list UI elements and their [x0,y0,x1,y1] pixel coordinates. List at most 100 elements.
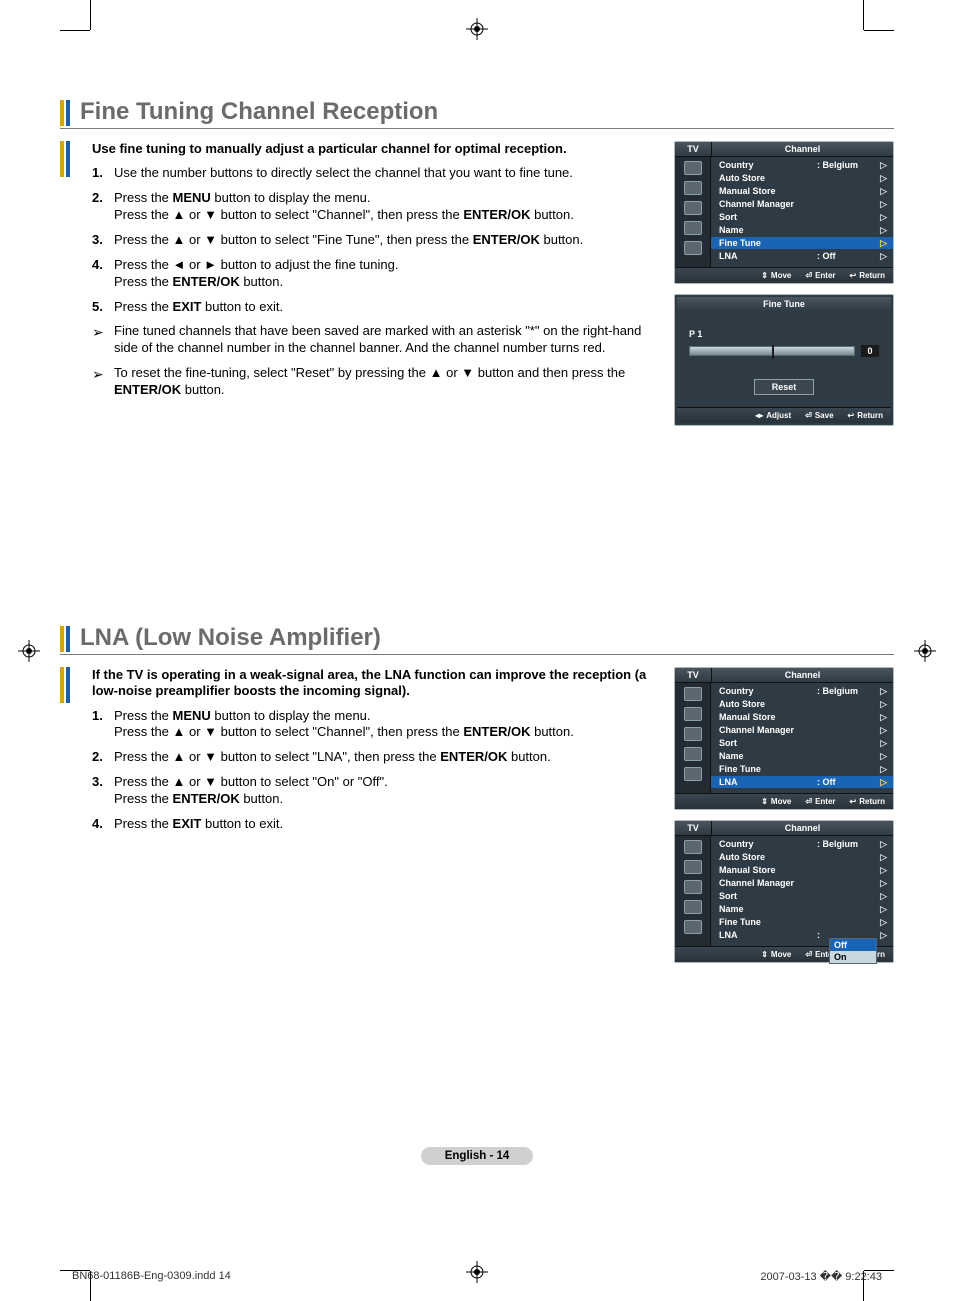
step-item: 1.Use the number buttons to directly sel… [92,165,656,182]
menu-row: Country : Belgium ▷ [719,159,887,171]
print-metadata: BN68-01186B-Eng-0309.indd 14 2007-03-13 … [72,1270,882,1283]
menu-label: Manual Store [719,712,817,722]
step-text: Press the ◄ or ► button to adjust the fi… [114,257,656,291]
title-accent-bars [60,100,70,126]
menu-row: Manual Store ▷ [719,711,887,723]
section-title-row: LNA (Low Noise Amplifier) [60,624,894,655]
section-title: LNA (Low Noise Amplifier) [80,624,381,652]
chevron-right-icon: ▷ [877,930,887,941]
page-footer: English - 14 [60,1146,894,1165]
menu-row: LNA : Off ▷ [719,250,887,262]
registration-mark-icon [466,18,488,40]
ft-reset-button: Reset [754,379,814,395]
chevron-right-icon: ▷ [877,904,887,915]
osd-items: Country : Belgium ▷ Auto Store ▷ Manual … [711,836,893,946]
steps-list: 1.Use the number buttons to directly sel… [92,165,656,315]
menu-value: :OffOn [817,930,877,940]
menu-category-icon [684,161,702,175]
note-arrow-icon: ➢ [92,365,114,399]
footer-hint: ↩Return [850,797,885,806]
note-arrow-icon: ➢ [92,323,114,357]
chevron-right-icon: ▷ [877,251,887,262]
menu-label: LNA [719,777,817,787]
menu-row: Country : Belgium ▷ [719,838,887,850]
menu-label: Channel Manager [719,199,817,209]
osd-items: Country : Belgium ▷ Auto Store ▷ Manual … [711,157,893,267]
menu-label: Auto Store [719,699,817,709]
hint-icon: ◂▸ [755,411,763,420]
menu-category-icon [684,900,702,914]
page-content: Fine Tuning Channel Reception Use fine t… [60,40,894,1241]
osd-tv-label: TV [675,668,711,683]
title-accent-bars [60,626,70,652]
chevron-right-icon: ▷ [877,865,887,876]
menu-label: Name [719,751,817,761]
menu-value: : Off [817,251,877,261]
osd-tv-label: TV [675,142,711,157]
section-text: If the TV is operating in a weak-signal … [60,667,656,963]
menu-category-icon [684,221,702,235]
osd-footer: ◂▸Adjust⏎Save↩Return [677,407,891,423]
registration-mark-icon [914,640,936,662]
footer-hint: ⏎Save [805,411,833,420]
osd-footer: ⇕Move⏎Enter↩Return [675,267,893,283]
menu-label: Country [719,160,817,170]
menu-value: : Belgium [817,839,877,849]
hint-text: Enter [815,797,835,806]
step-number: 3. [92,232,114,249]
step-text: Press the EXIT button to exit. [114,299,656,316]
chevron-right-icon: ▷ [877,212,887,223]
hint-text: Return [859,271,885,280]
menu-label: Sort [719,212,817,222]
step-text: Press the MENU button to display the men… [114,708,656,742]
chevron-right-icon: ▷ [877,764,887,775]
step-text: Use the number buttons to directly selec… [114,165,656,182]
menu-row: Channel Manager ▷ [719,877,887,889]
footer-hint: ⏎Enter [805,271,835,280]
print-filename: BN68-01186B-Eng-0309.indd 14 [72,1270,231,1283]
menu-label: Country [719,839,817,849]
osd-sidebar-icons [675,157,711,267]
step-item: 4.Press the ◄ or ► button to adjust the … [92,257,656,291]
menu-row: Auto Store ▷ [719,698,887,710]
section-intro: If the TV is operating in a weak-signal … [92,667,656,700]
osd-title: Channel [711,821,893,836]
menu-label: LNA [719,251,817,261]
osd-title: Channel [711,142,893,157]
menu-label: Fine Tune [719,917,817,927]
menu-row: Fine Tune ▷ [711,237,893,249]
crop-mark [863,0,864,30]
chevron-right-icon: ▷ [877,917,887,928]
menu-category-icon [684,880,702,894]
note-text: To reset the fine-tuning, select "Reset"… [114,365,656,399]
hint-icon: ⏎ [805,271,812,280]
step-text: Press the ▲ or ▼ button to select "Fine … [114,232,656,249]
step-item: 2.Press the ▲ or ▼ button to select "LNA… [92,749,656,766]
hint-icon: ⇕ [761,950,768,959]
menu-value: : Off [817,777,877,787]
menu-category-icon [684,201,702,215]
intro-accent-bars [60,667,70,703]
footer-hint: ⇕Move [761,271,791,280]
osd-fine-tune-slider: Fine Tune P 1 0 Reset ◂▸Adjust⏎Save↩Retu… [674,294,894,426]
menu-row: Fine Tune ▷ [719,916,887,928]
hint-icon: ⇕ [761,797,768,806]
chevron-right-icon: ▷ [877,225,887,236]
menu-row: Manual Store ▷ [719,864,887,876]
hint-text: Move [771,950,791,959]
hint-text: Move [771,797,791,806]
section-fine-tuning: Fine Tuning Channel Reception Use fine t… [60,98,894,426]
note-item: ➢Fine tuned channels that have been save… [92,323,656,357]
hint-text: Return [859,797,885,806]
step-number: 4. [92,816,114,833]
hint-icon: ↩ [850,797,857,806]
menu-row: Auto Store ▷ [719,851,887,863]
menu-category-icon [684,920,702,934]
step-number: 1. [92,708,114,742]
step-text: Press the EXIT button to exit. [114,816,656,833]
hint-icon: ⏎ [805,797,812,806]
step-number: 5. [92,299,114,316]
footer-hint: ⇕Move [761,950,791,959]
step-item: 3.Press the ▲ or ▼ button to select "Fin… [92,232,656,249]
menu-row: Fine Tune ▷ [719,763,887,775]
